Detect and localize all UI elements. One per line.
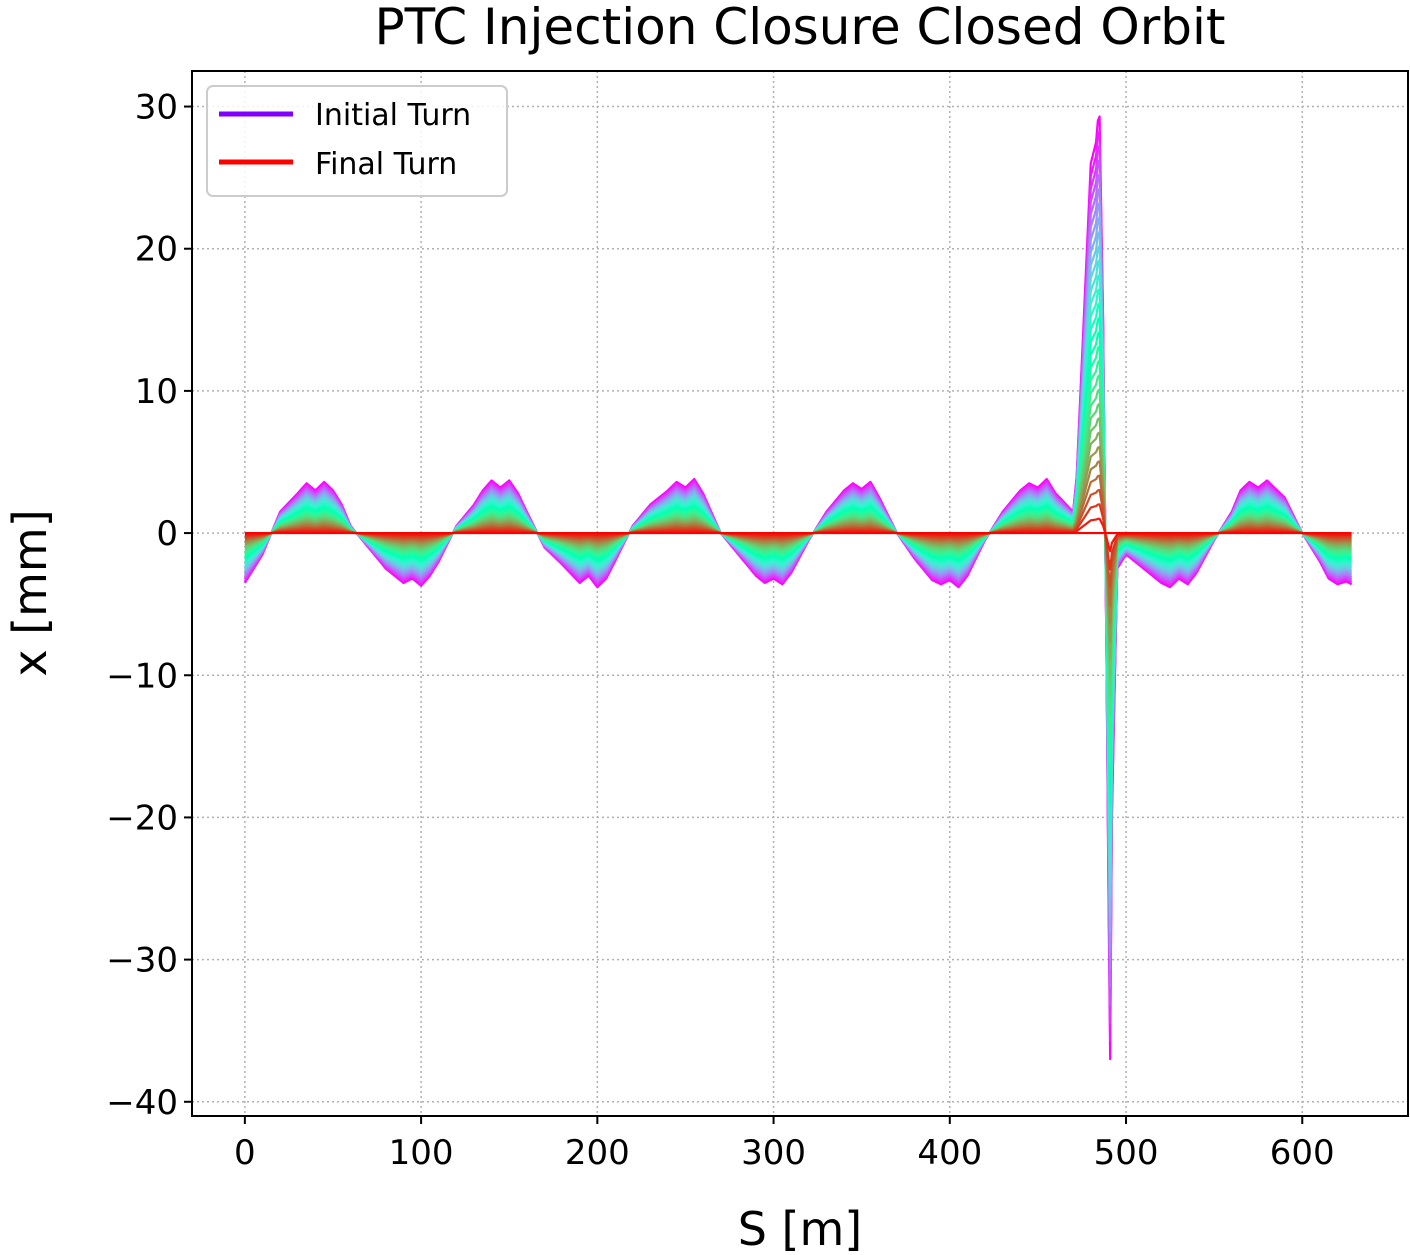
y-tick-label: 10 (135, 372, 178, 412)
x-tick-label: 500 (1094, 1133, 1159, 1173)
y-tick-label: −10 (106, 656, 178, 696)
x-tick-label: 600 (1270, 1133, 1335, 1173)
y-tick-label: 0 (156, 514, 178, 554)
x-tick-label: 400 (917, 1133, 982, 1173)
x-tick-label: 300 (741, 1133, 806, 1173)
series-lines (243, 115, 1353, 1061)
axis-ticks: 0 100 200 300 400 500 600 −40 −30 −20 −10 0 10 20 30 (106, 88, 1334, 1173)
legend-label-initial-turn: Initial Turn (315, 98, 471, 133)
plot-frame (191, 70, 1409, 1117)
y-tick-label: −20 (106, 798, 178, 838)
chart-title: PTC Injection Closure Closed Orbit (374, 0, 1225, 56)
x-tick-label: 100 (389, 1133, 454, 1173)
legend-label-final-turn: Final Turn (315, 147, 457, 182)
x-tick-label: 0 (234, 1133, 256, 1173)
y-axis-title: x [mm] (3, 509, 57, 676)
legend: Initial Turn Final Turn (206, 85, 508, 197)
y-tick-label: −40 (106, 1083, 178, 1123)
y-tick-label: 30 (135, 88, 178, 128)
plot-area (243, 115, 1353, 1061)
x-tick-label: 200 (565, 1133, 630, 1173)
y-tick-label: −30 (106, 941, 178, 981)
grid-lines (192, 71, 1408, 1116)
y-tick-label: 20 (135, 230, 178, 270)
x-axis-title: S [m] (738, 1202, 863, 1255)
